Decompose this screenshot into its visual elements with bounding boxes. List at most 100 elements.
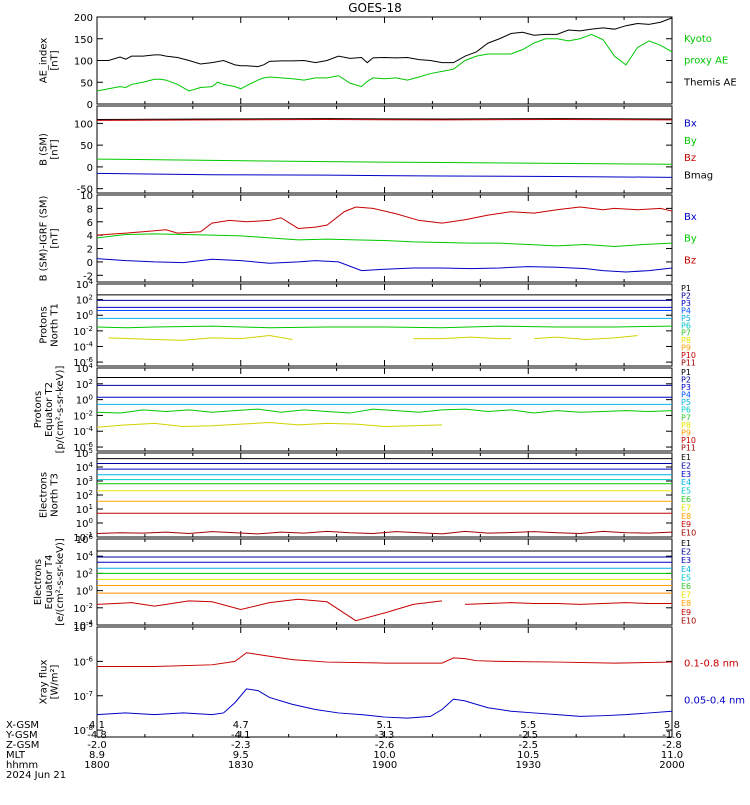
y-tick-label: 104 (76, 362, 94, 375)
y-tick-label: 0 (87, 100, 93, 111)
x-tick-value: 4.7 (233, 720, 249, 731)
y-tick-label: -2 (83, 271, 93, 282)
x-tick-value: -2.8 (662, 740, 682, 751)
y-tick-label: 103 (76, 475, 93, 488)
y-tick-label: 2 (87, 245, 93, 256)
x-tick-value: -2.5 (518, 740, 538, 751)
x-tick-value: -2.3 (231, 740, 251, 751)
x-tick-value: 4.1 (89, 720, 105, 731)
legend-label: E4 (681, 565, 691, 574)
y-tick-label: 100 (74, 119, 93, 130)
series-line-E9b (464, 602, 672, 605)
y-tick-label: 102 (76, 378, 93, 391)
panel-frame (96, 452, 673, 538)
legend-label: P6 (681, 321, 691, 330)
x-tick-value: 11.0 (661, 750, 683, 761)
x-tick-value: 10.0 (373, 750, 395, 761)
y-axis-label: B (SM) (39, 133, 50, 166)
y-tick-label: -50 (77, 185, 93, 196)
y-axis-label: [nT] (50, 139, 61, 159)
x-tick-value: 9.5 (233, 750, 249, 761)
legend-label: P8 (681, 421, 691, 430)
series-line-P7c (533, 335, 638, 340)
series-line-Themis AE (97, 17, 673, 68)
y-axis-label: Electrons (39, 472, 50, 518)
y-tick-label: 10-2 (73, 409, 93, 422)
x-row-label: X-GSM (6, 720, 39, 731)
x-tick-value: -2.5 (518, 730, 538, 741)
y-axis-label: AE_index (39, 38, 50, 84)
x-tick-value: -2.0 (87, 740, 107, 751)
legend-label: Bz (684, 153, 696, 164)
legend-label: E2 (681, 461, 691, 470)
legend-label: 0.05-0.4 nm (684, 695, 745, 706)
y-axis-label: [e/(cm²-s-sr-keV)] (55, 538, 66, 626)
legend-label: proxy AE (684, 56, 728, 67)
y-tick-label: 100 (76, 309, 93, 322)
y-tick-label: 10-2 (73, 602, 93, 615)
legend-label: Bx (684, 212, 697, 223)
y-tick-label: 0 (87, 163, 93, 174)
legend-label: E6 (681, 582, 691, 591)
panel-bsm: 100 50 0 -50 B (SM) [nT] Bx By Bz Bmag (39, 105, 713, 196)
y-tick-label: 10-4 (73, 425, 93, 438)
series-line-E9 (96, 598, 443, 622)
y-tick-label: 100 (76, 394, 93, 407)
y-tick-label: 10-4 (73, 340, 93, 353)
legend-label: Bz (684, 255, 696, 266)
y-tick-label: 104 (76, 278, 94, 291)
legend-label: P11 (681, 359, 696, 368)
y-tick-label: 100 (76, 517, 93, 530)
legend-label: Themis AE (683, 77, 737, 88)
y-tick-label: 4 (87, 231, 93, 242)
legend-label: E3 (681, 556, 691, 565)
series-line-Bz (96, 118, 673, 121)
legend-label: E2 (681, 548, 691, 557)
x-tick-value: 1830 (228, 760, 253, 771)
legend-label: E6 (681, 495, 691, 504)
series-line-P7b (413, 336, 511, 340)
y-tick-label: 50 (80, 141, 93, 152)
legend-label: E9 (681, 608, 691, 617)
x-tick-value: 1800 (84, 760, 109, 771)
y-tick-label: 10-4 (73, 619, 93, 632)
legend-label: E8 (681, 599, 691, 608)
y-axis-label: B (SM)-IGRF (SM) (39, 196, 50, 282)
legend-label: By (684, 136, 697, 147)
panel-xray: 10-5 10-6 10-7 10-8 Xray flux [W/m²] 0.1-0.8 n… (39, 621, 745, 738)
legend-label: Bmag (684, 171, 713, 182)
y-tick-label: 8 (87, 204, 93, 215)
y-tick-label: 10-7 (73, 690, 93, 703)
legend-label: E1 (681, 539, 691, 548)
panel-pn: 104 102 100 10-2 10-4 10-6 Protons North T1 P1P2… (39, 278, 697, 369)
legend-label: E7 (681, 591, 691, 600)
y-axis-label: Equator T2 (44, 382, 55, 437)
panel-ee: 106 104 102 100 10-2 10-4 Electrons Equator T4[… (33, 533, 696, 632)
legend-label: P5 (681, 314, 691, 323)
y-axis-label: North T1 (50, 303, 61, 347)
legend-label: P7 (681, 413, 691, 422)
series-line-P7 (108, 335, 293, 341)
series-line-Kyoto proxy AE (96, 33, 673, 92)
y-tick-label: 6 (87, 218, 93, 229)
legend-label: P4 (681, 391, 691, 400)
y-axis-label: Protons (33, 391, 44, 428)
series-line-E10 (96, 530, 673, 535)
series-line-0.1-0.8 nm (97, 652, 673, 668)
legend-label: P3 (681, 299, 691, 308)
legend-label: E8 (681, 512, 691, 521)
legend-label: P3 (681, 383, 691, 392)
y-axis-label: [W/m²] (50, 664, 61, 699)
legend-label: E5 (681, 573, 691, 582)
legend-label: P8 (681, 336, 691, 345)
x-tick-value: -4.8 (87, 730, 107, 741)
y-tick-label: 102 (76, 294, 93, 307)
series-line-P5 (96, 408, 673, 414)
x-tick-value: 2000 (659, 760, 684, 771)
y-tick-label: 102 (76, 489, 93, 502)
legend-label: 0.1-0.8 nm (684, 659, 739, 670)
